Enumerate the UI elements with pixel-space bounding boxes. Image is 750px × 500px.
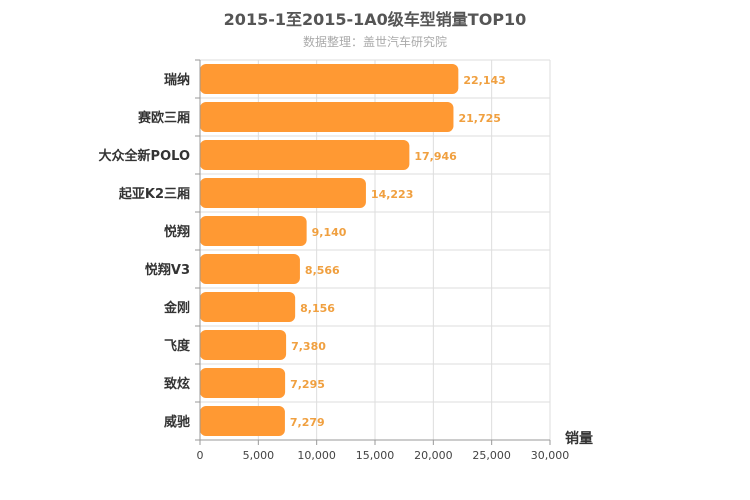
axes-group: 0 5,000 10,000 15,000 20,000 25,000 30,000 (195, 59, 570, 462)
bar (200, 64, 459, 94)
x-tick-label: 15,000 (356, 449, 395, 462)
bar (200, 102, 454, 132)
category-label: 悦翔V3 (145, 262, 190, 278)
category-label: 瑞纳 (164, 72, 190, 88)
category-label: 起亚K2三厢 (118, 186, 190, 202)
value-label: 7,279 (290, 416, 325, 429)
bar (200, 330, 287, 360)
bar (200, 216, 307, 246)
value-label: 8,566 (305, 264, 340, 277)
bar (200, 140, 410, 170)
value-label: 21,725 (458, 112, 500, 125)
value-label: 7,295 (290, 378, 325, 391)
category-label: 威驰 (164, 414, 190, 430)
x-tick-label: 30,000 (531, 449, 570, 462)
x-axis-title: 销量 (565, 430, 593, 447)
category-label: 大众全新POLO (99, 148, 190, 164)
labels-group: 瑞纳 22,143 赛欧三厢 21,725 大众全新POLO 17,946 起亚K2三厢 14… (99, 72, 506, 430)
bar (200, 254, 300, 284)
category-label: 致炫 (164, 376, 190, 392)
x-tick-label: 0 (197, 449, 204, 462)
bar (200, 368, 286, 398)
value-label: 14,223 (371, 188, 413, 201)
chart-subtitle: 数据整理：盖世汽车研究院 (302, 35, 447, 49)
category-label: 金刚 (163, 300, 190, 316)
category-label: 赛欧三厢 (137, 110, 190, 126)
x-tick-label: 20,000 (414, 449, 453, 462)
value-label: 8,156 (300, 302, 335, 315)
bar (200, 292, 296, 322)
x-tick-label: 25,000 (472, 449, 511, 462)
value-label: 9,140 (312, 226, 347, 239)
x-tick-label: 5,000 (243, 449, 275, 462)
value-label: 17,946 (414, 150, 457, 163)
chart-title: 2015-1至2015-1A0级车型销量TOP10 (223, 10, 527, 29)
bars-group (200, 64, 459, 436)
category-label: 悦翔 (164, 224, 190, 240)
bar (200, 406, 285, 436)
value-label: 22,143 (463, 74, 505, 87)
value-label: 7,380 (291, 340, 326, 353)
category-label: 飞度 (164, 338, 191, 354)
x-tick-label: 10,000 (297, 449, 336, 462)
bar (200, 178, 366, 208)
